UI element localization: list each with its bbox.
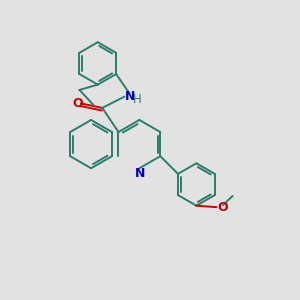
Text: O: O: [218, 201, 229, 214]
Text: O: O: [72, 97, 83, 110]
Text: N: N: [125, 90, 135, 103]
Text: H: H: [133, 93, 142, 106]
Text: N: N: [135, 167, 145, 180]
